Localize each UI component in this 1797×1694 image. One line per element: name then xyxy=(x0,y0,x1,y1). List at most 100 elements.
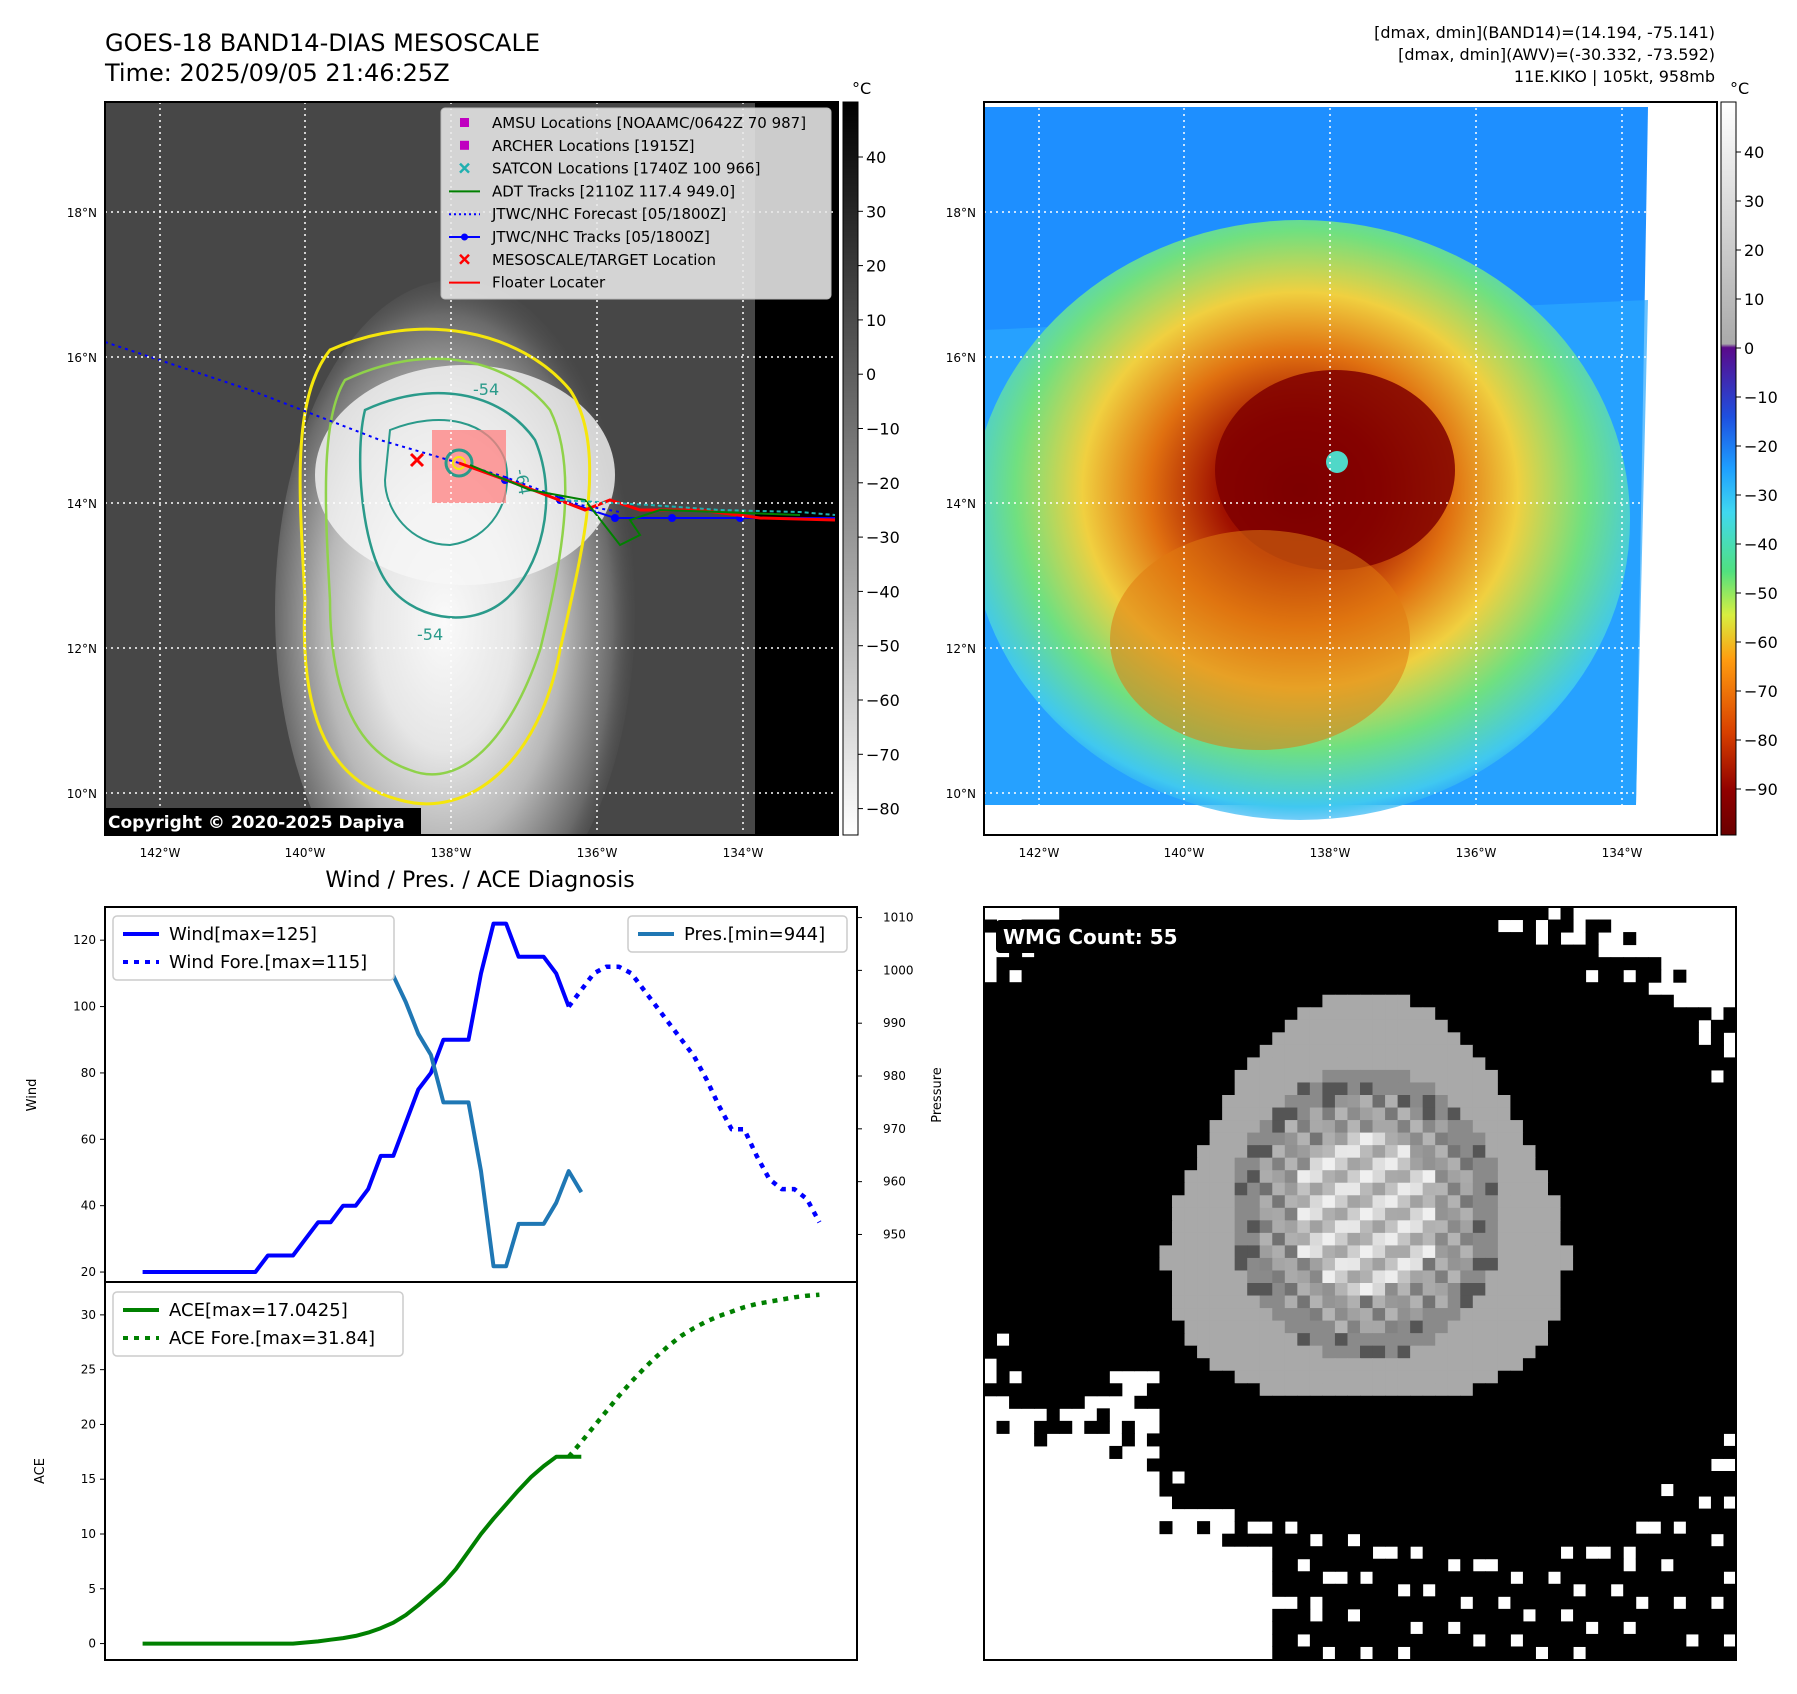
wmg-cell xyxy=(1309,907,1323,921)
wmg-cell xyxy=(1573,1044,1587,1058)
wmg-cell xyxy=(996,1019,1010,1033)
wmg-cell xyxy=(1497,1646,1511,1660)
wmg-cell xyxy=(1334,1082,1348,1096)
wmg-cell xyxy=(1385,994,1399,1008)
wmg-cell xyxy=(1460,1383,1474,1397)
wmg-cell xyxy=(1309,1483,1323,1497)
wmg-cell xyxy=(1397,1608,1411,1622)
wmg-cell xyxy=(1560,919,1574,933)
wmg-cell xyxy=(1560,1095,1574,1109)
wmg-cell xyxy=(1222,1107,1236,1121)
wmg-cell xyxy=(1134,1019,1148,1033)
wmg-cell xyxy=(1059,1182,1073,1196)
wmg-cell xyxy=(1184,1207,1198,1221)
wmg-cell xyxy=(1710,1107,1724,1121)
wmg-cell xyxy=(1284,1082,1298,1096)
wmg-cell xyxy=(1159,1257,1173,1271)
wmg-cell xyxy=(1372,1044,1386,1058)
wmg-cell xyxy=(1385,1270,1399,1284)
wmg-cell xyxy=(1435,982,1449,996)
wmg-cell xyxy=(1635,1182,1649,1196)
wmg-cell xyxy=(1397,1445,1411,1459)
wmg-cell xyxy=(1121,1232,1135,1246)
wmg-cell xyxy=(1309,1496,1323,1510)
wmg-cell xyxy=(1460,1621,1474,1635)
wmg-cell xyxy=(1673,1207,1687,1221)
wmg-cell xyxy=(1297,932,1311,946)
wmg-cell xyxy=(1447,1120,1461,1134)
wmg-cell xyxy=(1497,1333,1511,1347)
wmg-cell xyxy=(1422,1445,1436,1459)
wmg-cell xyxy=(1334,1558,1348,1572)
wmg-cell xyxy=(1009,1220,1023,1234)
wmg-cell xyxy=(1497,1257,1511,1271)
wmg-cell xyxy=(1710,1283,1724,1297)
wmg-cell xyxy=(1146,1333,1160,1347)
wmg-cell xyxy=(1159,1245,1173,1259)
wmg-cell xyxy=(1472,1057,1486,1071)
wmg-cell xyxy=(1460,1182,1474,1196)
ir-lon-labels: 142°W 140°W 138°W 136°W 134°W xyxy=(140,846,764,860)
wmg-cell xyxy=(1109,1132,1123,1146)
wmg-cell xyxy=(1635,982,1649,996)
wmg-cell xyxy=(1259,1295,1273,1309)
wmg-cell xyxy=(1510,1458,1524,1472)
wmg-cell xyxy=(1247,1320,1261,1334)
wmg-cell xyxy=(1673,1358,1687,1372)
wmg-cell xyxy=(1635,1308,1649,1322)
wmg-cell xyxy=(1723,1107,1737,1121)
wmg-cell xyxy=(1385,1257,1399,1271)
wmg-cell xyxy=(1059,1069,1073,1083)
wmg-cell xyxy=(1184,1107,1198,1121)
wmg-cell xyxy=(1172,1157,1186,1171)
wmg-cell xyxy=(1585,1596,1599,1610)
wmg-cell xyxy=(1560,1207,1574,1221)
wmg-cell xyxy=(1610,982,1624,996)
wmg-cell xyxy=(1284,1107,1298,1121)
wmg-cell xyxy=(1297,1283,1311,1297)
wmg-cell xyxy=(1660,1019,1674,1033)
wmg-cell xyxy=(1372,1408,1386,1422)
wmg-cell xyxy=(1510,1558,1524,1572)
wmg-cell xyxy=(1585,1583,1599,1597)
wmg-cell xyxy=(1397,957,1411,971)
wmg-cell xyxy=(1009,1358,1023,1372)
wmg-cell xyxy=(1623,957,1637,971)
wmg-cell xyxy=(1510,994,1524,1008)
wmg-cell xyxy=(1610,1270,1624,1284)
wmg-cell xyxy=(1472,1145,1486,1159)
wmg-cell xyxy=(1410,919,1424,933)
wmg-cell xyxy=(1372,1132,1386,1146)
wmg-cell xyxy=(1535,1445,1549,1459)
y2-tick-label: 1010 xyxy=(883,911,914,925)
wmg-cell xyxy=(1397,1596,1411,1610)
wmg-cell xyxy=(1184,1057,1198,1071)
wmg-cell xyxy=(1560,1320,1574,1334)
wmg-cell xyxy=(1447,1044,1461,1058)
wmg-cell xyxy=(1034,1333,1048,1347)
wmg-cell xyxy=(1284,1420,1298,1434)
wmg-cell xyxy=(1610,1571,1624,1585)
wmg-cell xyxy=(1247,982,1261,996)
wmg-cell xyxy=(1084,1044,1098,1058)
wmg-cell xyxy=(1410,1220,1424,1234)
wmg-cell xyxy=(1297,1345,1311,1359)
wmg-cell xyxy=(1009,1195,1023,1209)
wmg-cell xyxy=(1673,1032,1687,1046)
wmg-cell xyxy=(1472,1408,1486,1422)
wmg-cell xyxy=(1309,944,1323,958)
wmg-cell xyxy=(996,994,1010,1008)
wmg-cell xyxy=(1598,1433,1612,1447)
wmg-cell xyxy=(1460,1232,1474,1246)
wmg-cell xyxy=(1284,1471,1298,1485)
wmg-cell xyxy=(1710,1195,1724,1209)
wmg-cell xyxy=(1259,1370,1273,1384)
wmg-cell xyxy=(1197,1496,1211,1510)
wmg-cell xyxy=(1723,1270,1737,1284)
wmg-cell xyxy=(1322,1483,1336,1497)
wmg-cell xyxy=(1109,1120,1123,1134)
wmg-cell xyxy=(1535,1019,1549,1033)
wmg-cell xyxy=(1598,1320,1612,1334)
wmg-cell xyxy=(1109,1283,1123,1297)
wmg-cell xyxy=(1034,1019,1048,1033)
